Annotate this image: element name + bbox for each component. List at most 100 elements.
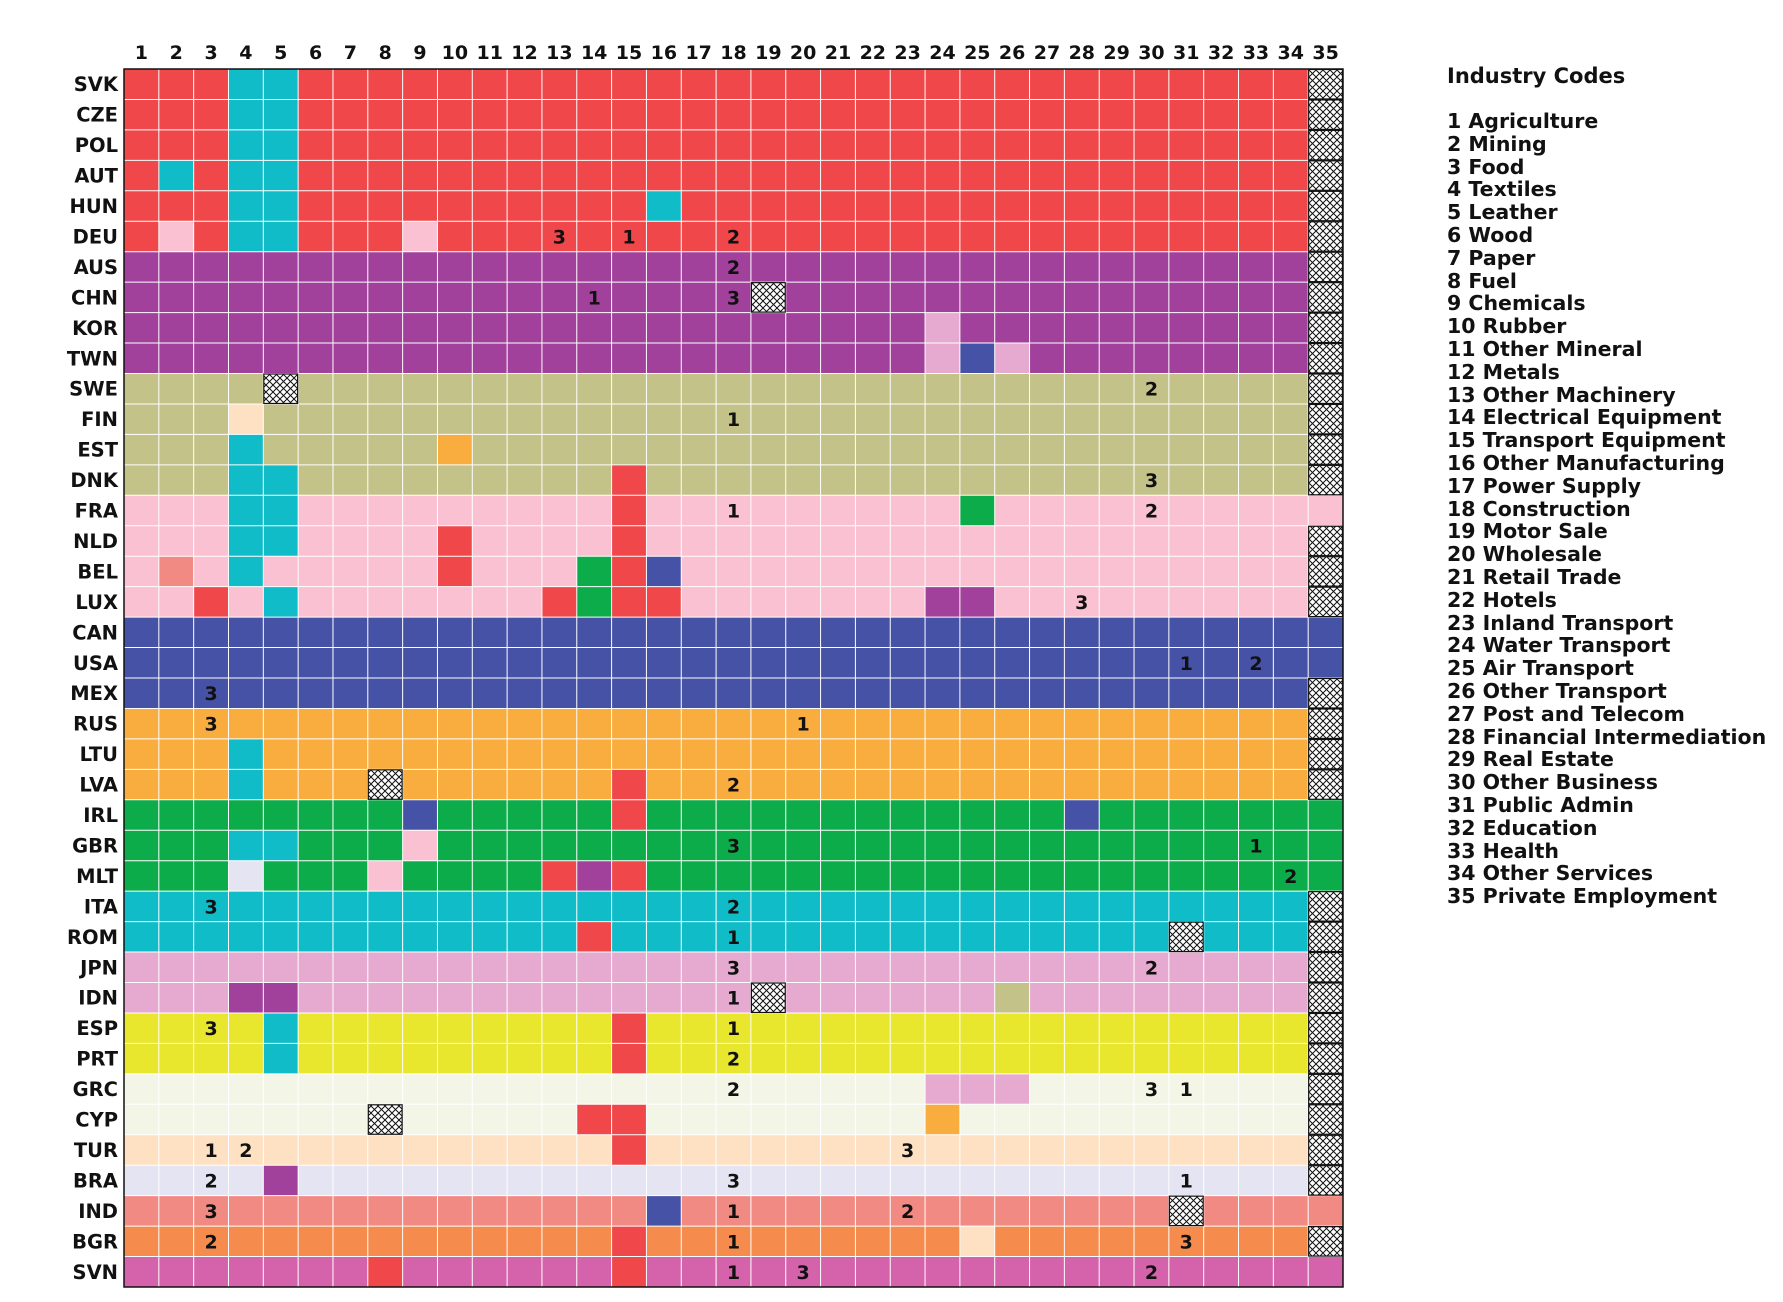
heatmap-cell-GRC-16 xyxy=(646,1073,682,1105)
heatmap-cell-PRT-27 xyxy=(1029,1043,1065,1075)
heatmap-cell-DEU-27 xyxy=(1029,221,1065,252)
heatmap-cell-TWN-20 xyxy=(785,343,821,374)
heatmap-cell-CYP-6 xyxy=(298,1104,334,1136)
heatmap-cell-GRC-21 xyxy=(820,1073,856,1105)
heatmap-cell-MLT-24 xyxy=(925,860,961,892)
y-tick-label: SWE xyxy=(69,378,118,401)
heatmap-cell-TUR-32 xyxy=(1203,1134,1239,1166)
heatmap-cell-KOR-17 xyxy=(681,312,717,344)
heatmap-cell-KOR-22 xyxy=(855,312,891,344)
x-tick-label: 5 xyxy=(274,42,287,64)
heatmap-cell-KOR-21 xyxy=(820,312,856,344)
heatmap-cell-USA-30 xyxy=(1134,647,1170,679)
heatmap-cell-HUN-1 xyxy=(124,190,160,222)
heatmap-cell-BRA-32 xyxy=(1203,1165,1239,1196)
heatmap-cell-RUS-8 xyxy=(367,708,403,740)
heatmap-cell-CAN-10 xyxy=(437,617,473,648)
heatmap-cell-LTU-20 xyxy=(785,738,821,770)
heatmap-cell-BGR-20 xyxy=(785,1226,821,1257)
legend-items: 1 Agriculture 2 Mining 3 Food 4 Textiles 5 L… xyxy=(1447,110,1766,908)
heatmap-cell-GBR-33 xyxy=(1238,830,1274,861)
heatmap-cell-SVN-31 xyxy=(1168,1256,1204,1288)
heatmap-cell-GBR-13 xyxy=(541,830,578,861)
heatmap-cell-DEU-20 xyxy=(785,221,821,252)
heatmap-cell-CAN-2 xyxy=(158,617,194,648)
heatmap-cell-CHN-21 xyxy=(820,282,856,313)
heatmap-cell-IND-25 xyxy=(959,1195,996,1227)
heatmap-cell-BGR-12 xyxy=(507,1226,543,1257)
heatmap-cell-EST-23 xyxy=(890,434,926,466)
heatmap-cell-AUT-20 xyxy=(785,160,821,192)
heatmap-cell-IND-22 xyxy=(855,1195,891,1227)
heatmap-cell-AUT-8 xyxy=(367,160,403,192)
legend-item: 3 Food xyxy=(1447,154,1525,179)
heatmap-cell-IND-1 xyxy=(124,1195,160,1227)
heatmap-cell-USA-21 xyxy=(820,647,856,679)
heatmap-cell-IND-12 xyxy=(507,1195,543,1227)
heatmap-cell-ITA-34 xyxy=(1273,891,1309,922)
heatmap-cell-FRA-34 xyxy=(1273,495,1309,527)
heatmap-cell-AUT-18 xyxy=(716,160,752,192)
heatmap-cell-GRC-5 xyxy=(263,1073,299,1105)
heatmap-cell-CAN-9 xyxy=(402,617,438,648)
heatmap-cell-JPN-7 xyxy=(332,952,369,983)
heatmap-cell-DNK-3 xyxy=(193,464,229,496)
heatmap-cell-LTU-21 xyxy=(820,738,856,770)
heatmap-cell-GRC-14 xyxy=(576,1073,612,1105)
heatmap-cell-USA-20 xyxy=(785,647,821,679)
heatmap-cell-ROM-12 xyxy=(507,921,543,953)
heatmap-cell-CAN-23 xyxy=(890,617,926,648)
heatmap-cell-IDN-1 xyxy=(124,982,160,1014)
heatmap-cell-PRT-23 xyxy=(890,1043,926,1075)
heatmap-cell-LUX-17 xyxy=(681,586,717,618)
heatmap-cell-TWN-6 xyxy=(298,343,334,374)
y-tick-label: CAN xyxy=(72,621,118,644)
heatmap-cell-FRA-12 xyxy=(507,495,543,527)
heatmap-cell-BEL-17 xyxy=(681,556,717,587)
heatmap-cell-MEX-19 xyxy=(750,678,787,709)
heatmap-cell-CAN-28 xyxy=(1064,617,1100,648)
heatmap-cell-AUS-3 xyxy=(193,251,229,283)
heatmap-cell-TUR-29 xyxy=(1099,1134,1135,1166)
heatmap-cell-DEU-35 xyxy=(1308,221,1344,252)
heatmap-cell-HUN-19 xyxy=(750,190,787,222)
heatmap-cell-TUR-18 xyxy=(716,1134,752,1166)
heatmap-cell-IRL-17 xyxy=(681,799,717,831)
heatmap-cell-IRL-22 xyxy=(855,799,891,831)
heatmap-cell-EST-9 xyxy=(402,434,438,466)
heatmap-cell-ROM-27 xyxy=(1029,921,1065,953)
heatmap-cell-SWE-2 xyxy=(158,373,194,405)
heatmap-cell-BRA-2 xyxy=(158,1165,194,1196)
heatmap-cell-CHN-15 xyxy=(611,282,647,313)
heatmap-cell-LVA-9 xyxy=(402,769,438,801)
cell-label-ITA-3: 3 xyxy=(204,896,217,918)
x-tick-label: 8 xyxy=(379,42,392,64)
heatmap-cell-EST-12 xyxy=(507,434,543,466)
heatmap-cell-FIN-6 xyxy=(298,403,334,435)
x-tick-label: 15 xyxy=(616,42,642,64)
heatmap-cell-CZE-27 xyxy=(1029,99,1065,131)
heatmap-cell-BEL-30 xyxy=(1134,556,1170,587)
heatmap-cell-LUX-11 xyxy=(472,586,508,618)
heatmap-cell-GRC-35 xyxy=(1308,1073,1344,1105)
heatmap-cell-BEL-5 xyxy=(263,556,299,587)
heatmap-cell-POL-34 xyxy=(1273,129,1309,161)
cell-label-DNK-30: 3 xyxy=(1145,470,1158,492)
heatmap-cell-KOR-5 xyxy=(263,312,299,344)
y-tick-label: POL xyxy=(75,134,118,157)
heatmap-cell-LVA-28 xyxy=(1064,769,1100,801)
heatmap-cell-ESP-6 xyxy=(298,1012,334,1044)
heatmap-cell-ROM-35 xyxy=(1308,921,1344,953)
heatmap-cell-CYP-2 xyxy=(158,1104,194,1136)
heatmap-cell-SVK-25 xyxy=(959,69,996,100)
heatmap-cell-CHN-27 xyxy=(1029,282,1065,313)
heatmap-cell-MEX-7 xyxy=(332,678,369,709)
heatmap-cell-SVN-3 xyxy=(193,1256,229,1288)
heatmap-cell-MEX-12 xyxy=(507,678,543,709)
y-tick-label: TWN xyxy=(67,347,118,370)
heatmap-cell-CZE-35 xyxy=(1308,99,1344,131)
heatmap-cell-TWN-18 xyxy=(716,343,752,374)
heatmap-cell-GRC-1 xyxy=(124,1073,160,1105)
heatmap-cell-DEU-30 xyxy=(1134,221,1170,252)
